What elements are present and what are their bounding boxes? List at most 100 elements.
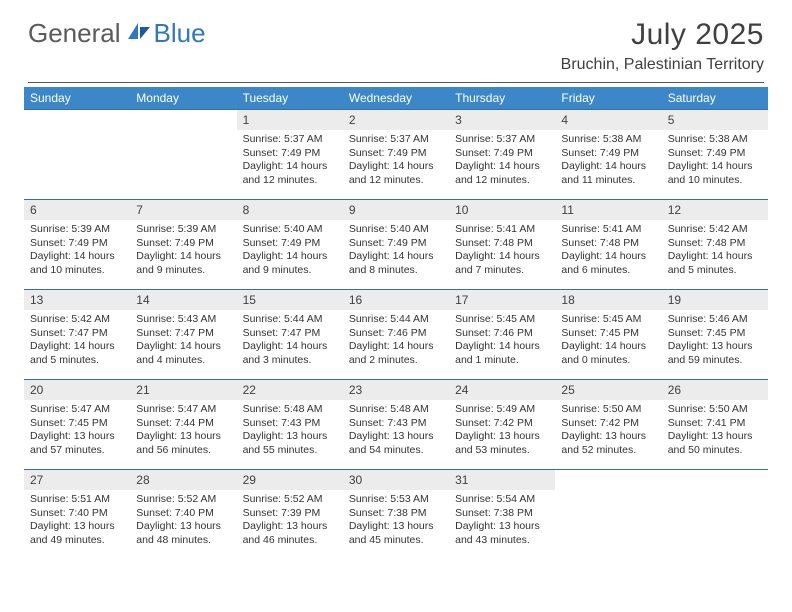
col-friday: Friday — [555, 87, 661, 110]
day-cell: 5Sunrise: 5:38 AMSunset: 7:49 PMDaylight… — [662, 110, 768, 200]
day-number: 1 — [237, 110, 343, 130]
day-cell: 21Sunrise: 5:47 AMSunset: 7:44 PMDayligh… — [130, 380, 236, 470]
day-cell: 19Sunrise: 5:46 AMSunset: 7:45 PMDayligh… — [662, 290, 768, 380]
day-number: 12 — [662, 200, 768, 220]
day-content: Sunrise: 5:41 AMSunset: 7:48 PMDaylight:… — [555, 220, 661, 282]
day-content: Sunrise: 5:47 AMSunset: 7:45 PMDaylight:… — [24, 400, 130, 462]
title-block: July 2025 Bruchin, Palestinian Territory — [561, 18, 764, 74]
col-saturday: Saturday — [662, 87, 768, 110]
day-cell: 18Sunrise: 5:45 AMSunset: 7:45 PMDayligh… — [555, 290, 661, 380]
day-content: Sunrise: 5:53 AMSunset: 7:38 PMDaylight:… — [343, 490, 449, 552]
day-number: 5 — [662, 110, 768, 130]
day-number: 24 — [449, 380, 555, 400]
week-row: 1Sunrise: 5:37 AMSunset: 7:49 PMDaylight… — [24, 110, 768, 200]
col-tuesday: Tuesday — [237, 87, 343, 110]
day-number: 8 — [237, 200, 343, 220]
week-row: 27Sunrise: 5:51 AMSunset: 7:40 PMDayligh… — [24, 470, 768, 560]
day-cell: 17Sunrise: 5:45 AMSunset: 7:46 PMDayligh… — [449, 290, 555, 380]
day-cell: 2Sunrise: 5:37 AMSunset: 7:49 PMDaylight… — [343, 110, 449, 200]
day-number: 15 — [237, 290, 343, 310]
day-cell: 11Sunrise: 5:41 AMSunset: 7:48 PMDayligh… — [555, 200, 661, 290]
day-cell — [662, 470, 768, 560]
day-content: Sunrise: 5:51 AMSunset: 7:40 PMDaylight:… — [24, 490, 130, 552]
day-cell: 12Sunrise: 5:42 AMSunset: 7:48 PMDayligh… — [662, 200, 768, 290]
day-content: Sunrise: 5:40 AMSunset: 7:49 PMDaylight:… — [343, 220, 449, 282]
logo: General Blue — [28, 18, 206, 49]
day-content: Sunrise: 5:46 AMSunset: 7:45 PMDaylight:… — [662, 310, 768, 372]
day-cell: 3Sunrise: 5:37 AMSunset: 7:49 PMDaylight… — [449, 110, 555, 200]
day-header-row: Sunday Monday Tuesday Wednesday Thursday… — [24, 87, 768, 110]
col-wednesday: Wednesday — [343, 87, 449, 110]
day-number: 27 — [24, 470, 130, 490]
day-number: 31 — [449, 470, 555, 490]
logo-text-general: General — [28, 18, 121, 49]
day-cell: 1Sunrise: 5:37 AMSunset: 7:49 PMDaylight… — [237, 110, 343, 200]
day-number: 26 — [662, 380, 768, 400]
day-number: 9 — [343, 200, 449, 220]
week-row: 13Sunrise: 5:42 AMSunset: 7:47 PMDayligh… — [24, 290, 768, 380]
day-number: 25 — [555, 380, 661, 400]
day-cell: 31Sunrise: 5:54 AMSunset: 7:38 PMDayligh… — [449, 470, 555, 560]
day-cell — [24, 110, 130, 200]
day-number: 21 — [130, 380, 236, 400]
day-cell: 8Sunrise: 5:40 AMSunset: 7:49 PMDaylight… — [237, 200, 343, 290]
week-row: 6Sunrise: 5:39 AMSunset: 7:49 PMDaylight… — [24, 200, 768, 290]
logo-text-blue: Blue — [154, 18, 206, 49]
day-content: Sunrise: 5:44 AMSunset: 7:46 PMDaylight:… — [343, 310, 449, 372]
day-number: 30 — [343, 470, 449, 490]
day-cell: 14Sunrise: 5:43 AMSunset: 7:47 PMDayligh… — [130, 290, 236, 380]
day-cell: 30Sunrise: 5:53 AMSunset: 7:38 PMDayligh… — [343, 470, 449, 560]
day-content: Sunrise: 5:52 AMSunset: 7:40 PMDaylight:… — [130, 490, 236, 552]
day-cell: 29Sunrise: 5:52 AMSunset: 7:39 PMDayligh… — [237, 470, 343, 560]
day-number: 2 — [343, 110, 449, 130]
day-content: Sunrise: 5:39 AMSunset: 7:49 PMDaylight:… — [130, 220, 236, 282]
day-cell: 26Sunrise: 5:50 AMSunset: 7:41 PMDayligh… — [662, 380, 768, 470]
day-content: Sunrise: 5:38 AMSunset: 7:49 PMDaylight:… — [555, 130, 661, 192]
day-content: Sunrise: 5:38 AMSunset: 7:49 PMDaylight:… — [662, 130, 768, 192]
header: General Blue July 2025 Bruchin, Palestin… — [0, 0, 792, 80]
col-thursday: Thursday — [449, 87, 555, 110]
day-number: 20 — [24, 380, 130, 400]
day-cell: 24Sunrise: 5:49 AMSunset: 7:42 PMDayligh… — [449, 380, 555, 470]
day-content: Sunrise: 5:52 AMSunset: 7:39 PMDaylight:… — [237, 490, 343, 552]
day-number: 23 — [343, 380, 449, 400]
day-number: 10 — [449, 200, 555, 220]
day-number: 13 — [24, 290, 130, 310]
day-number: 28 — [130, 470, 236, 490]
page-title: July 2025 — [561, 18, 764, 52]
day-cell: 9Sunrise: 5:40 AMSunset: 7:49 PMDaylight… — [343, 200, 449, 290]
day-number: 7 — [130, 200, 236, 220]
day-content: Sunrise: 5:41 AMSunset: 7:48 PMDaylight:… — [449, 220, 555, 282]
day-cell: 6Sunrise: 5:39 AMSunset: 7:49 PMDaylight… — [24, 200, 130, 290]
day-number: 16 — [343, 290, 449, 310]
day-cell: 20Sunrise: 5:47 AMSunset: 7:45 PMDayligh… — [24, 380, 130, 470]
day-cell: 25Sunrise: 5:50 AMSunset: 7:42 PMDayligh… — [555, 380, 661, 470]
day-content: Sunrise: 5:42 AMSunset: 7:48 PMDaylight:… — [662, 220, 768, 282]
day-content: Sunrise: 5:37 AMSunset: 7:49 PMDaylight:… — [237, 130, 343, 192]
day-cell: 27Sunrise: 5:51 AMSunset: 7:40 PMDayligh… — [24, 470, 130, 560]
day-content: Sunrise: 5:54 AMSunset: 7:38 PMDaylight:… — [449, 490, 555, 552]
day-number: 4 — [555, 110, 661, 130]
day-content: Sunrise: 5:44 AMSunset: 7:47 PMDaylight:… — [237, 310, 343, 372]
day-number: 3 — [449, 110, 555, 130]
day-cell: 13Sunrise: 5:42 AMSunset: 7:47 PMDayligh… — [24, 290, 130, 380]
day-number: 29 — [237, 470, 343, 490]
col-sunday: Sunday — [24, 87, 130, 110]
day-number: 14 — [130, 290, 236, 310]
day-cell: 4Sunrise: 5:38 AMSunset: 7:49 PMDaylight… — [555, 110, 661, 200]
day-cell: 28Sunrise: 5:52 AMSunset: 7:40 PMDayligh… — [130, 470, 236, 560]
day-content: Sunrise: 5:39 AMSunset: 7:49 PMDaylight:… — [24, 220, 130, 282]
day-content: Sunrise: 5:49 AMSunset: 7:42 PMDaylight:… — [449, 400, 555, 462]
day-cell — [555, 470, 661, 560]
day-cell: 16Sunrise: 5:44 AMSunset: 7:46 PMDayligh… — [343, 290, 449, 380]
day-number: 6 — [24, 200, 130, 220]
day-cell — [130, 110, 236, 200]
day-number: 19 — [662, 290, 768, 310]
calendar-body: 1Sunrise: 5:37 AMSunset: 7:49 PMDaylight… — [24, 110, 768, 560]
calendar-table: Sunday Monday Tuesday Wednesday Thursday… — [24, 87, 768, 560]
day-number: 11 — [555, 200, 661, 220]
week-row: 20Sunrise: 5:47 AMSunset: 7:45 PMDayligh… — [24, 380, 768, 470]
day-content: Sunrise: 5:50 AMSunset: 7:42 PMDaylight:… — [555, 400, 661, 462]
day-content: Sunrise: 5:42 AMSunset: 7:47 PMDaylight:… — [24, 310, 130, 372]
day-cell: 10Sunrise: 5:41 AMSunset: 7:48 PMDayligh… — [449, 200, 555, 290]
